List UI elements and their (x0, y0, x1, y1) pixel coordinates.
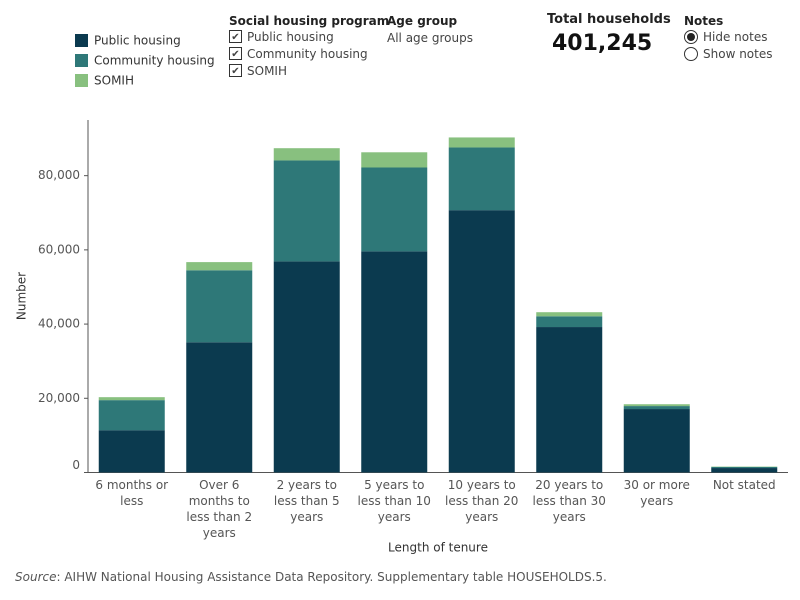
radio[interactable] (684, 29, 698, 44)
legend-label: Public housing (94, 34, 181, 48)
checkbox[interactable]: ✔ (229, 47, 242, 60)
notes-title: Notes (684, 14, 724, 28)
total-card: Total households 401,245 (547, 12, 671, 56)
option-label: Show notes (703, 46, 773, 61)
radio[interactable] (684, 46, 698, 61)
bar-segment (623, 406, 690, 410)
bar-segment (448, 210, 515, 473)
x-tick-label: Over 6 months to less than 2 years (186, 478, 253, 540)
checkbox-option[interactable]: ✔ SOMIH (229, 62, 389, 79)
x-tick-label: 20 years to less than 30 years (532, 478, 606, 524)
bar-segment (186, 262, 253, 271)
bar-segment (186, 342, 253, 473)
bar-segment (361, 251, 428, 473)
bar-segment (361, 167, 428, 252)
bar-segment (273, 160, 340, 262)
checkbox-option[interactable]: ✔ Public housing (229, 28, 389, 45)
filter-title: Age group (387, 14, 458, 28)
legend-label: SOMIH (94, 74, 134, 88)
legend-swatch (75, 34, 88, 47)
option-label: Public housing (247, 29, 334, 44)
bar-segment (711, 466, 778, 469)
bar-segment (186, 270, 253, 343)
option-label: Hide notes (703, 29, 768, 44)
source-label: Source (15, 570, 57, 584)
x-tick-label: 6 months or less (95, 478, 169, 508)
source: Source: AIHW National Housing Assistance… (15, 570, 607, 584)
bar-segment (623, 409, 690, 473)
bar-segment (536, 312, 603, 317)
y-tick-label: 80,000 (38, 168, 80, 182)
bar-segment (623, 404, 690, 407)
filter-value[interactable]: All age groups (387, 31, 473, 45)
bar-segment (536, 327, 603, 473)
bar-segment (536, 316, 603, 328)
bar-segment (448, 137, 515, 148)
y-tick-label: 0 (72, 458, 80, 472)
radio-option[interactable]: Show notes (684, 45, 772, 62)
x-tick-label: 5 years to less than 10 years (357, 478, 431, 524)
legend-swatch (75, 74, 88, 87)
bar-segment (98, 397, 165, 401)
radio-dot (687, 32, 695, 41)
radio-option[interactable]: Hide notes (684, 28, 772, 45)
option-label: SOMIH (247, 63, 287, 78)
bar-segment (273, 148, 340, 161)
y-axis-label: Number (15, 272, 29, 320)
checkbox-option[interactable]: ✔ Community housing (229, 45, 389, 62)
y-tick-label: 40,000 (38, 317, 80, 331)
x-tick-label: 2 years to less than 5 years (273, 478, 340, 524)
y-tick-label: 20,000 (38, 391, 80, 405)
option-label: Community housing (247, 46, 368, 61)
x-axis-label: Length of tenure (388, 541, 488, 555)
bar-segment (448, 147, 515, 211)
bar-segment (711, 468, 778, 473)
source-text: : AIHW National Housing Assistance Data … (56, 570, 607, 584)
filter-title: Social housing program (229, 14, 390, 28)
program-filter: Social housing program ✔ Public housing ✔ C… (229, 14, 389, 79)
notes-toggle: Notes Hide notes Show notes (684, 14, 772, 62)
legend-label: Community housing (94, 54, 215, 68)
bar-segment (98, 430, 165, 473)
checkbox[interactable]: ✔ (229, 64, 242, 77)
total-value: 401,245 (552, 31, 653, 56)
x-tick-label: 10 years to less than 20 years (445, 478, 519, 524)
checkbox[interactable]: ✔ (229, 30, 242, 43)
total-title: Total households (547, 12, 671, 27)
y-tick-label: 60,000 (38, 242, 80, 256)
x-tick-label: Not stated (712, 478, 776, 492)
legend-swatch (75, 54, 88, 67)
bar-segment (361, 152, 428, 168)
x-tick-label: 30 or more years (623, 478, 690, 508)
age-filter: Age group All age groups (387, 14, 473, 45)
bar-segment (273, 261, 340, 473)
bar-segment (98, 400, 165, 431)
